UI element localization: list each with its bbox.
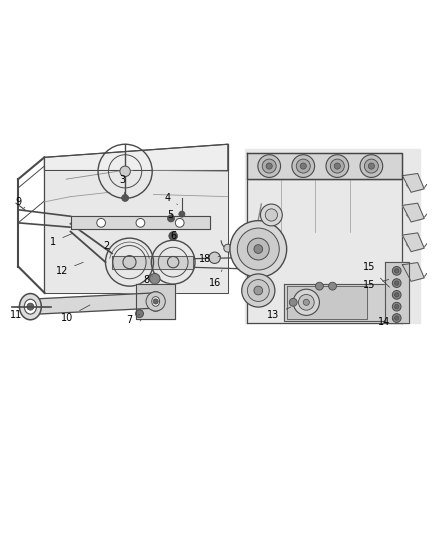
- Circle shape: [120, 166, 131, 176]
- Circle shape: [368, 163, 374, 169]
- Text: 11: 11: [10, 306, 22, 320]
- Circle shape: [150, 273, 160, 284]
- Text: 5: 5: [167, 210, 173, 220]
- Circle shape: [153, 299, 158, 304]
- Circle shape: [300, 163, 306, 169]
- Polygon shape: [403, 174, 424, 192]
- Circle shape: [247, 280, 269, 302]
- Text: 8: 8: [144, 274, 152, 285]
- Circle shape: [230, 221, 287, 277]
- Polygon shape: [385, 262, 409, 323]
- Text: 18: 18: [199, 254, 221, 264]
- Circle shape: [289, 298, 297, 306]
- Circle shape: [392, 290, 401, 299]
- Text: 9: 9: [15, 197, 25, 208]
- Circle shape: [123, 256, 136, 269]
- Text: 6: 6: [170, 231, 176, 241]
- Circle shape: [364, 159, 378, 173]
- Circle shape: [292, 155, 314, 177]
- Circle shape: [298, 294, 314, 310]
- Ellipse shape: [19, 294, 41, 320]
- Circle shape: [392, 279, 401, 287]
- Text: 7: 7: [126, 314, 140, 325]
- Circle shape: [146, 292, 165, 311]
- Ellipse shape: [152, 297, 159, 306]
- Polygon shape: [29, 293, 158, 314]
- Circle shape: [254, 286, 263, 295]
- Circle shape: [136, 310, 144, 318]
- Polygon shape: [403, 263, 424, 281]
- Circle shape: [328, 282, 336, 290]
- Polygon shape: [403, 233, 424, 252]
- Circle shape: [395, 316, 399, 320]
- Circle shape: [266, 163, 272, 169]
- Circle shape: [209, 252, 220, 263]
- Text: 15: 15: [364, 262, 389, 287]
- Ellipse shape: [24, 299, 36, 314]
- Text: 1: 1: [50, 233, 72, 247]
- Circle shape: [395, 281, 399, 285]
- Text: 3: 3: [119, 175, 125, 194]
- Circle shape: [136, 219, 145, 227]
- Polygon shape: [136, 284, 175, 319]
- Circle shape: [224, 244, 232, 252]
- Text: 15: 15: [364, 279, 389, 290]
- Circle shape: [392, 266, 401, 275]
- Circle shape: [258, 155, 281, 177]
- Text: 16: 16: [209, 270, 222, 288]
- Text: 12: 12: [56, 262, 83, 276]
- Circle shape: [122, 195, 129, 201]
- Circle shape: [167, 215, 174, 222]
- Polygon shape: [247, 153, 403, 179]
- Circle shape: [169, 231, 177, 240]
- Text: 2: 2: [103, 241, 116, 251]
- Circle shape: [330, 159, 344, 173]
- Circle shape: [395, 293, 399, 297]
- Circle shape: [395, 269, 399, 273]
- Circle shape: [175, 219, 184, 227]
- Polygon shape: [245, 149, 420, 323]
- Circle shape: [392, 313, 401, 322]
- Circle shape: [262, 159, 276, 173]
- Circle shape: [360, 155, 383, 177]
- Polygon shape: [44, 171, 228, 293]
- Text: 4: 4: [164, 192, 177, 205]
- Text: 13: 13: [268, 307, 291, 320]
- Ellipse shape: [148, 292, 163, 311]
- Circle shape: [392, 302, 401, 311]
- Polygon shape: [287, 286, 367, 319]
- Circle shape: [296, 159, 310, 173]
- Circle shape: [265, 209, 278, 221]
- Polygon shape: [285, 284, 394, 321]
- Circle shape: [247, 238, 269, 260]
- Text: 10: 10: [61, 305, 90, 322]
- Circle shape: [242, 274, 275, 307]
- Circle shape: [395, 304, 399, 309]
- Polygon shape: [112, 256, 193, 269]
- Circle shape: [334, 163, 340, 169]
- Text: 14: 14: [378, 317, 393, 327]
- Polygon shape: [403, 203, 424, 222]
- Polygon shape: [71, 216, 210, 229]
- Circle shape: [179, 211, 185, 217]
- Circle shape: [97, 219, 106, 227]
- Circle shape: [254, 245, 263, 253]
- Circle shape: [261, 204, 283, 226]
- Circle shape: [326, 155, 349, 177]
- Circle shape: [237, 228, 279, 270]
- Polygon shape: [44, 144, 228, 171]
- Circle shape: [27, 303, 34, 310]
- Circle shape: [293, 289, 319, 316]
- Circle shape: [303, 299, 309, 305]
- Circle shape: [167, 256, 179, 268]
- Circle shape: [315, 282, 323, 290]
